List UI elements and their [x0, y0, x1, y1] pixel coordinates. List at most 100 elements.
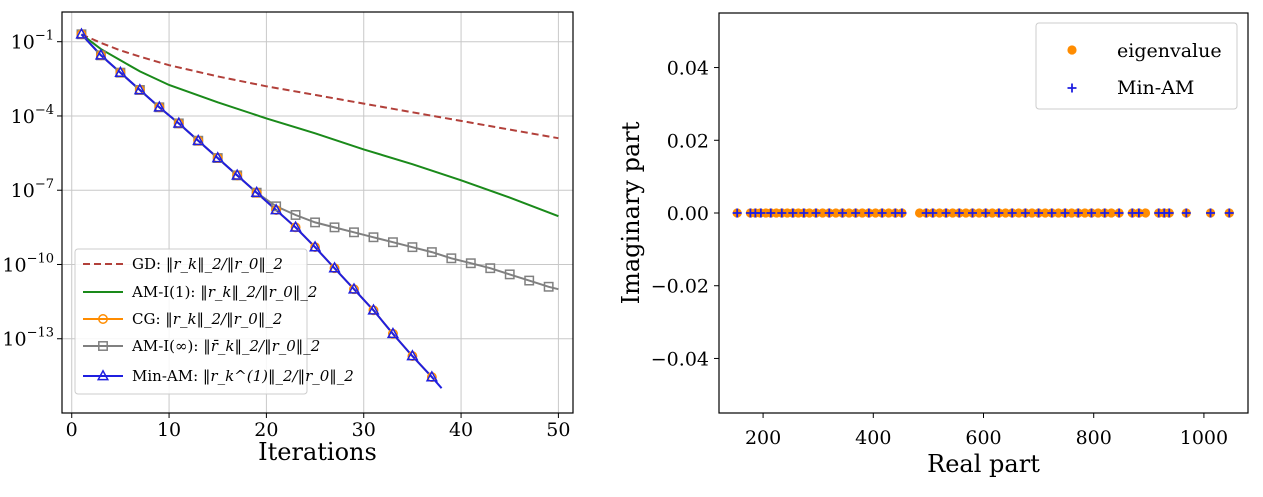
data-point — [426, 247, 437, 258]
data-point-min-am — [967, 208, 977, 218]
x-tick-label: 1000 — [1180, 427, 1228, 449]
legend-label: Min-AM: ‖r_k^(1)‖_2/‖r_0‖_2 — [132, 367, 354, 385]
data-point-min-am — [811, 208, 821, 218]
data-point-eigenvalue — [1067, 208, 1077, 218]
data-point-min-am — [766, 208, 776, 218]
data-point — [367, 303, 380, 315]
x-tick-label: 800 — [1076, 427, 1112, 449]
data-point — [465, 258, 476, 269]
data-point-min-am — [1060, 208, 1070, 218]
legend-box — [1035, 22, 1238, 110]
data-point — [386, 327, 399, 339]
x-tick-label: 30 — [352, 419, 376, 441]
data-point-eigenvalue — [1106, 208, 1116, 218]
data-point — [290, 210, 301, 220]
legend-swatch-marker — [98, 314, 108, 324]
x-axis-label: Real part — [927, 450, 1040, 478]
data-point-eigenvalue — [1027, 208, 1037, 218]
data-point — [524, 275, 535, 286]
x-tick-label: 400 — [855, 427, 891, 449]
legend-box — [74, 248, 308, 395]
y-tick-label: 0.00 — [667, 203, 709, 225]
data-point-eigenvalue — [831, 208, 841, 218]
legend-swatch-marker — [98, 341, 108, 351]
data-point — [94, 48, 107, 60]
data-point-min-am — [1034, 208, 1044, 218]
data-point-eigenvalue — [1093, 208, 1103, 218]
data-point — [406, 349, 419, 361]
data-point — [271, 201, 282, 212]
y-tick-label: −0.02 — [651, 276, 709, 298]
x-tick-label: 10 — [157, 419, 181, 441]
data-point-min-am — [954, 208, 964, 218]
data-point-min-am — [788, 208, 798, 218]
data-point-eigenvalue — [844, 208, 854, 218]
data-point-min-am — [877, 208, 887, 218]
y-tick-label: 0.04 — [667, 58, 709, 80]
data-point-min-am — [732, 208, 742, 218]
x-tick-label: 200 — [745, 427, 781, 449]
y-tick-label: 10−1 — [11, 29, 54, 54]
x-tick-label: 600 — [965, 427, 1001, 449]
data-point-min-am — [897, 208, 907, 218]
data-point-min-am — [851, 208, 861, 218]
series-line — [81, 33, 559, 140]
data-point-min-am — [1114, 208, 1124, 218]
data-point-eigenvalue — [961, 208, 971, 218]
data-point-min-am — [941, 208, 951, 218]
data-point-min-am — [1047, 208, 1057, 218]
data-point — [387, 237, 398, 248]
legend-swatch-min-am — [1067, 83, 1077, 93]
data-point-min-am — [1073, 208, 1083, 218]
residual-convergence-chart: 0 10 20 30 40 50 10−1 10−4 10−7 10−10 10−13 Iterati… — [2, 11, 574, 466]
legend-label: CG: ‖r_k‖_2/‖r_0‖_2 — [132, 310, 282, 328]
data-point-eigenvalue — [884, 208, 894, 218]
legend-label: GD: ‖r_k‖_2/‖r_0‖_2 — [132, 255, 283, 273]
data-point-min-am — [1224, 208, 1234, 218]
data-point-min-am — [1206, 208, 1216, 218]
data-point — [328, 261, 341, 273]
data-point-eigenvalue — [870, 208, 881, 218]
data-point — [504, 269, 515, 280]
data-point — [270, 203, 283, 215]
data-point — [309, 240, 322, 252]
data-point — [543, 281, 554, 292]
data-point — [347, 282, 361, 294]
legend-label: Min-AM — [1117, 77, 1194, 99]
legend-swatch-marker — [96, 369, 110, 381]
plot-frame — [61, 11, 574, 414]
data-point — [310, 217, 321, 228]
data-point-min-am — [1181, 208, 1191, 218]
data-point-eigenvalue — [914, 208, 925, 218]
data-point-min-am — [928, 208, 938, 218]
x-tick-label: 0 — [66, 419, 78, 441]
data-point-min-am — [837, 208, 847, 218]
x-tick-label: 50 — [546, 419, 570, 441]
data-point-min-am — [981, 208, 991, 218]
data-point-eigenvalue — [1140, 208, 1151, 218]
x-axis-label: Iterations — [258, 438, 377, 466]
legend-label: eigenvalue — [1117, 40, 1222, 62]
series-line — [80, 33, 559, 218]
data-point — [153, 100, 166, 112]
y-axis-label: Imaginary part — [617, 121, 645, 304]
legend-label: AM-I(1): ‖r_k‖_2/‖r_0‖_2 — [131, 283, 317, 301]
data-point-min-am — [799, 208, 809, 218]
data-point-eigenvalue — [948, 208, 958, 218]
data-point-eigenvalue — [987, 208, 997, 218]
data-point — [114, 65, 127, 77]
data-point-eigenvalue — [857, 208, 867, 218]
data-point — [75, 27, 88, 39]
data-point-min-am — [777, 208, 787, 218]
data-point — [485, 263, 496, 274]
data-point-min-am — [864, 208, 874, 218]
data-point — [349, 227, 359, 238]
data-point-min-am — [1087, 208, 1096, 218]
data-point-min-am — [1020, 208, 1030, 218]
data-point-eigenvalue — [1080, 208, 1090, 218]
data-point-min-am — [1134, 208, 1144, 218]
data-point — [133, 83, 146, 95]
data-point — [231, 168, 244, 180]
